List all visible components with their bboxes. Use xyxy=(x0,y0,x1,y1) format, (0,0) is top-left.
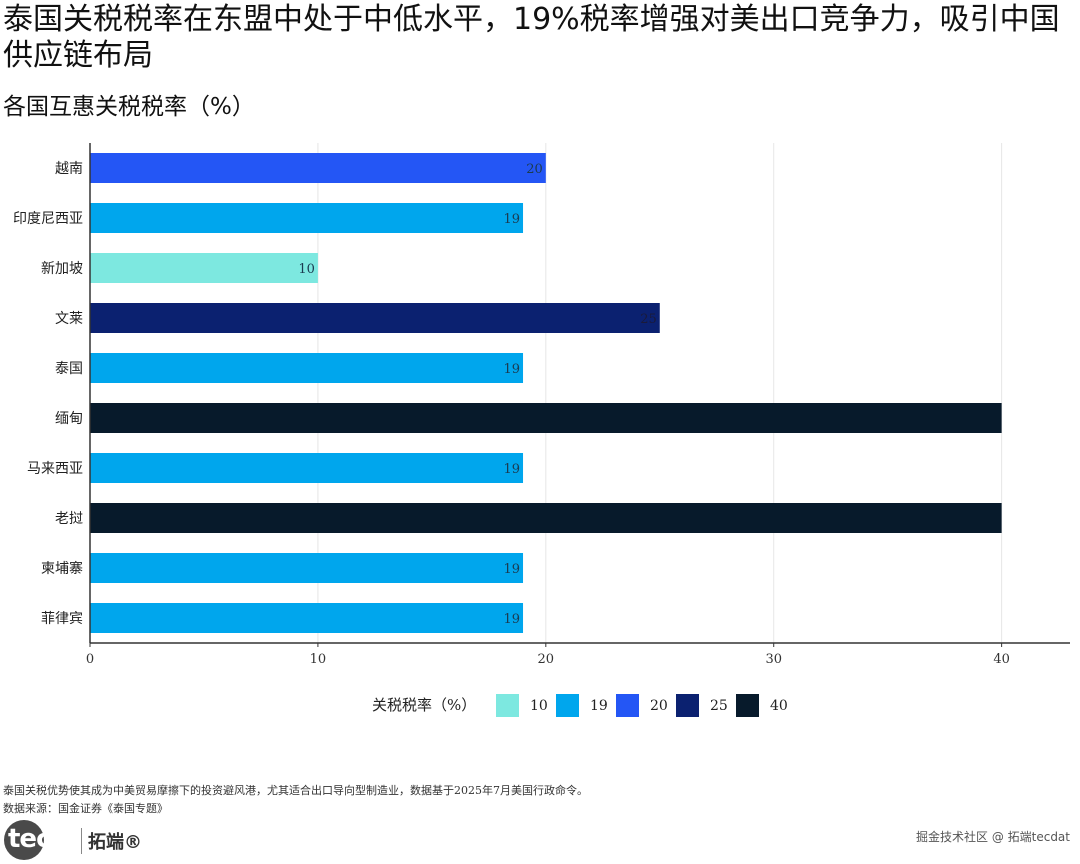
logo-cn: 拓端® xyxy=(88,832,142,853)
category-label: 文莱 xyxy=(55,311,83,327)
x-tick-label: 10 xyxy=(310,652,327,667)
legend-label: 19 xyxy=(590,698,608,714)
logo-brand: tecdat xyxy=(8,824,97,854)
category-label: 老挝 xyxy=(55,511,83,527)
category-label: 马来西亚 xyxy=(27,461,83,477)
data-label: 25 xyxy=(640,312,657,327)
chart-subtitle: 各国互惠关税税率（%） xyxy=(3,94,255,120)
chart-title: 泰国关税税率在东盟中处于中低水平，19%税率增强对美出口竞争力，吸引中国供应链布… xyxy=(3,2,1060,73)
data-label: 19 xyxy=(503,462,520,477)
data-label: 19 xyxy=(503,212,520,227)
chart-caption: 泰国关税优势使其成为中美贸易摩擦下的投资避风港，尤其适合出口导向型制造业，数据基… xyxy=(3,784,588,797)
logo-circle-icon xyxy=(4,820,44,860)
bar xyxy=(90,253,318,283)
category-label: 柬埔寨 xyxy=(41,560,83,577)
data-label: 10 xyxy=(298,262,315,277)
bar xyxy=(90,503,1002,533)
category-label: 菲律宾 xyxy=(41,611,83,627)
bar xyxy=(90,303,660,333)
legend-swatch xyxy=(676,694,699,717)
legend-title: 关税税率（%） xyxy=(372,696,476,714)
data-label: 19 xyxy=(503,612,520,627)
legend-swatch xyxy=(736,694,759,717)
legend-swatch xyxy=(556,694,579,717)
watermark: 掘金技术社区 @ 拓端tecdat xyxy=(916,830,1070,844)
category-label: 新加坡 xyxy=(41,261,83,277)
legend-swatch xyxy=(616,694,639,717)
bar xyxy=(90,153,546,183)
legend-swatch xyxy=(496,694,519,717)
bar xyxy=(90,553,524,583)
category-label: 泰国 xyxy=(55,361,83,377)
data-label: 19 xyxy=(503,362,520,377)
x-tick-label: 0 xyxy=(86,652,94,667)
bar xyxy=(90,453,524,483)
x-tick-label: 20 xyxy=(538,652,555,667)
data-label: 19 xyxy=(503,562,520,577)
category-label: 越南 xyxy=(55,161,83,177)
tecdat-logo: tecdat 拓端® xyxy=(2,818,142,862)
data-source: 数据来源：国金证券《泰国专题》 xyxy=(3,802,168,815)
bar xyxy=(90,403,1002,433)
category-label: 缅甸 xyxy=(55,411,83,427)
bar xyxy=(90,603,524,633)
bar xyxy=(90,203,524,233)
legend-label: 40 xyxy=(770,698,788,714)
category-label: 印度尼西亚 xyxy=(13,211,83,227)
x-tick-label: 30 xyxy=(765,652,782,667)
legend-label: 20 xyxy=(650,698,668,714)
legend-label: 10 xyxy=(530,698,548,714)
bar xyxy=(90,353,524,383)
x-tick-label: 40 xyxy=(993,652,1010,667)
legend-label: 25 xyxy=(710,698,728,714)
data-label: 20 xyxy=(526,162,543,177)
logo-divider xyxy=(81,828,82,854)
